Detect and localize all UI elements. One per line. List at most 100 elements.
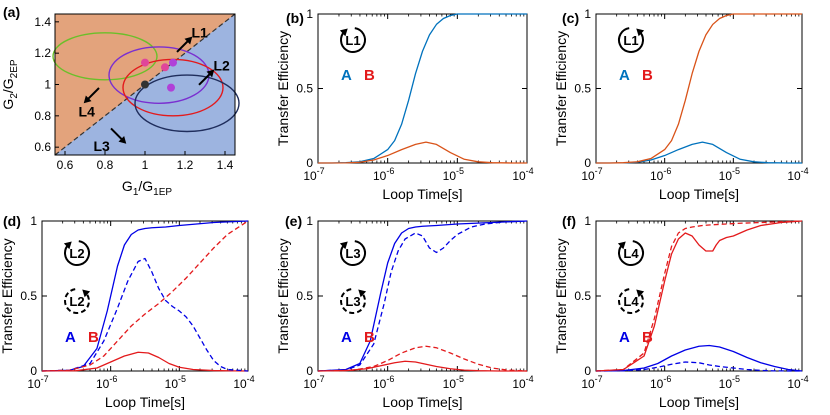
x-tick-exponent: -5 xyxy=(456,166,464,176)
loop-direction-arrow-head xyxy=(339,241,348,250)
x-tick-label: 1.4 xyxy=(217,158,234,172)
x-tick-exponent: -4 xyxy=(526,166,534,176)
x-tick-exponent: -4 xyxy=(801,166,809,176)
series-line-a xyxy=(595,141,802,164)
x-tick-label: 0.8 xyxy=(97,158,114,172)
loop-direction-arrow-head xyxy=(63,241,72,250)
y-tick-label: 0 xyxy=(306,364,313,378)
loop-label-l1: L1 xyxy=(191,24,208,40)
loop-label: L3 xyxy=(345,294,360,309)
loop-direction-arrow-head xyxy=(339,28,348,37)
x-tick-base: 10 xyxy=(303,377,317,391)
x-tick-exponent: -6 xyxy=(386,374,394,384)
y-axis-label-base: G xyxy=(0,99,16,110)
axes-frame xyxy=(595,13,803,164)
x-tick-label: 1.2 xyxy=(177,158,194,172)
legend-entry-a: A xyxy=(341,329,352,346)
loop-label: L2 xyxy=(69,294,84,309)
y-axis-label: Transfer Efficiency xyxy=(275,238,291,353)
x-tick-exponent: -5 xyxy=(456,374,464,384)
y-tick-label: 1.4 xyxy=(34,15,51,29)
y-tick-label: 0.6 xyxy=(34,140,51,154)
x-tick-exponent: -6 xyxy=(386,166,394,176)
series-line-a xyxy=(317,220,528,372)
legend-entry-b: B xyxy=(642,329,653,346)
x-tick-label: 10-6 xyxy=(650,166,671,183)
x-tick-label: 0.6 xyxy=(57,158,74,172)
panel-label: (f) xyxy=(562,213,576,229)
x-axis-label: Loop Time[s] xyxy=(659,394,739,410)
x-tick-exponent: -4 xyxy=(801,374,809,384)
x-axis-label: Loop Time[s] xyxy=(382,186,462,202)
operating-point xyxy=(169,58,177,67)
y-axis-label-sub: 2EP xyxy=(9,59,20,78)
y-tick-label: 0.8 xyxy=(34,109,51,123)
x-tick-label: 10-4 xyxy=(787,374,808,391)
x-tick-base: 10 xyxy=(373,169,387,183)
x-tick-exponent: -4 xyxy=(247,374,255,384)
series-line-b-reverse xyxy=(41,220,249,372)
x-axis-label: Loop Time[s] xyxy=(659,186,739,202)
x-tick-exponent: -7 xyxy=(595,166,603,176)
legend-entry-b: B xyxy=(88,329,99,346)
x-tick-base: 10 xyxy=(512,169,526,183)
x-axis-label-base: G xyxy=(122,178,133,194)
operating-point xyxy=(167,83,175,92)
loop-label-l3: L3 xyxy=(93,138,110,154)
y-tick-label: 0 xyxy=(584,156,591,170)
x-tick-exponent: -6 xyxy=(663,166,671,176)
x-axis-label: Loop Time[s] xyxy=(382,394,462,410)
loop-label: L4 xyxy=(623,246,639,261)
x-tick-exponent: -6 xyxy=(663,374,671,384)
x-tick-label: 10-5 xyxy=(719,374,740,391)
direction-arrow-head xyxy=(206,69,215,78)
x-tick-base: 10 xyxy=(581,169,595,183)
x-tick-base: 10 xyxy=(787,169,801,183)
series-line-a xyxy=(318,13,527,164)
x-tick-base: 10 xyxy=(303,169,317,183)
loop-label: L4 xyxy=(623,294,639,309)
loop-direction-arc xyxy=(340,240,366,266)
x-tick-label: 10-4 xyxy=(787,166,808,183)
x-tick-exponent: -5 xyxy=(178,374,186,384)
legend-entry-b: B xyxy=(364,67,375,84)
series-line-b xyxy=(41,351,249,372)
loop-label: L1 xyxy=(345,33,360,48)
x-axis-label: Loop Time[s] xyxy=(105,394,185,410)
x-tick-label: 10-5 xyxy=(719,166,740,183)
operating-point xyxy=(161,63,169,72)
axes-frame xyxy=(317,220,528,372)
direction-arrow-head xyxy=(184,36,193,45)
loop-direction-arc xyxy=(618,288,644,314)
legend-entry-a: A xyxy=(619,329,630,346)
x-tick-exponent: -7 xyxy=(595,374,603,384)
y-tick-label: 1 xyxy=(584,214,591,228)
x-tick-label: 10-7 xyxy=(303,374,324,391)
y-axis-label: Transfer Efficiency xyxy=(553,238,569,353)
series-line-b xyxy=(317,141,527,164)
x-tick-label: 10-6 xyxy=(96,374,117,391)
x-tick-label: 10-7 xyxy=(27,374,48,391)
y-tick-label: 0.5 xyxy=(574,82,591,96)
loop-direction-arc xyxy=(64,240,90,266)
panel-label: (b) xyxy=(286,10,304,26)
loop-label-l2: L2 xyxy=(213,57,230,73)
x-tick-label: 10-6 xyxy=(373,166,394,183)
legend-entry-a: A xyxy=(619,67,630,84)
legend-entry-a: A xyxy=(65,329,76,346)
y-tick-label: 0.5 xyxy=(296,289,313,303)
panel-label: (d) xyxy=(3,213,21,229)
x-tick-label: 10-4 xyxy=(512,374,533,391)
x-tick-label: 10-7 xyxy=(581,374,602,391)
series-line-a xyxy=(595,344,803,372)
x-axis-label: G1/G1EP xyxy=(122,178,172,198)
operating-point xyxy=(141,80,149,89)
x-tick-base: 10 xyxy=(443,169,457,183)
x-tick-exponent: -7 xyxy=(317,374,325,384)
x-tick-exponent: -7 xyxy=(41,374,49,384)
x-tick-base: 10 xyxy=(650,377,664,391)
y-tick-label: 1 xyxy=(584,7,591,21)
